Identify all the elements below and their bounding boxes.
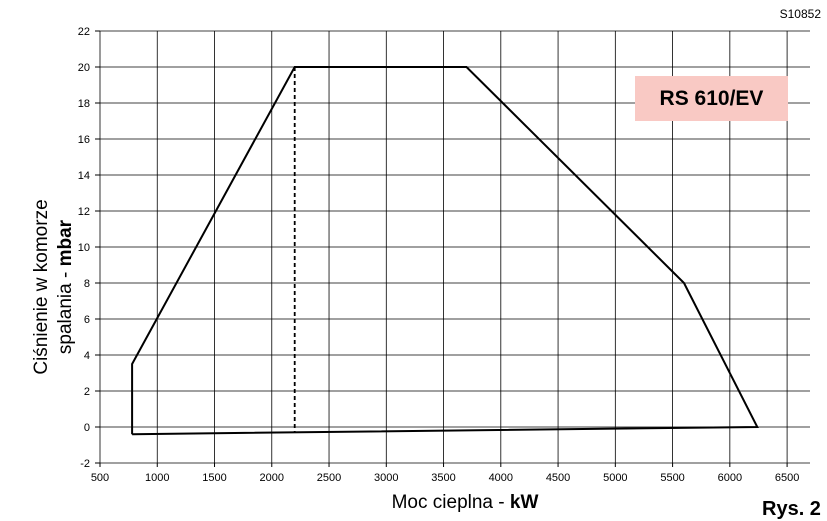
series	[131, 66, 759, 436]
x-tick-label: 1500	[202, 472, 226, 484]
y-tick-label: -2	[80, 458, 90, 470]
y-tick-label: 18	[78, 98, 90, 110]
x-tick-label: 2000	[260, 472, 284, 484]
x-tick-label: 5500	[660, 472, 684, 484]
x-tick-label: 6000	[718, 472, 742, 484]
y-tick-label: 6	[84, 314, 90, 326]
y-axis-label-line2: spalania - mbar	[54, 122, 78, 452]
y-tick-label: 22	[78, 26, 90, 38]
x-tick-label: 5000	[603, 472, 627, 484]
figure-code: S10852	[779, 7, 821, 21]
ticks: 500 1000 1500 2000 2500 3000 3500 4000 4500 5000 5…	[78, 26, 800, 484]
operating-range-line	[131, 66, 759, 436]
y-tick-label: 10	[78, 242, 90, 254]
figure-label: Rys. 2	[762, 498, 821, 520]
x-tick-label: 6500	[775, 472, 799, 484]
x-axis-unit: kW	[509, 492, 539, 513]
x-tick-label: 2500	[317, 472, 341, 484]
y-tick-label: 12	[78, 206, 90, 218]
y-tick-label: 20	[78, 62, 90, 74]
x-tick-label: 3000	[374, 472, 398, 484]
x-axis-label: Moc cieplna - kW	[345, 492, 585, 514]
y-tick-label: 8	[84, 278, 90, 290]
y-axis-label: Ciśnienie w komorze spalania - mbar	[30, 122, 78, 452]
y-tick-label: 16	[78, 134, 90, 146]
y-tick-label: 0	[84, 422, 90, 434]
y-axis-label-line1: Ciśnienie w komorze	[31, 199, 52, 375]
x-tick-label: 1000	[145, 472, 169, 484]
y-tick-label: 14	[78, 170, 90, 182]
y-tick-label: 2	[84, 386, 90, 398]
model-label: RS 610/EV	[635, 76, 788, 121]
x-tick-label: 500	[91, 472, 109, 484]
y-axis-unit: mbar	[55, 219, 76, 267]
x-axis-label-text: Moc cieplna -	[391, 492, 510, 513]
y-tick-label: 4	[84, 350, 90, 362]
y-axis-label-text: spalania -	[55, 266, 76, 355]
x-tick-label: 4500	[546, 472, 570, 484]
x-tick-label: 4000	[489, 472, 513, 484]
x-tick-label: 3500	[431, 472, 455, 484]
